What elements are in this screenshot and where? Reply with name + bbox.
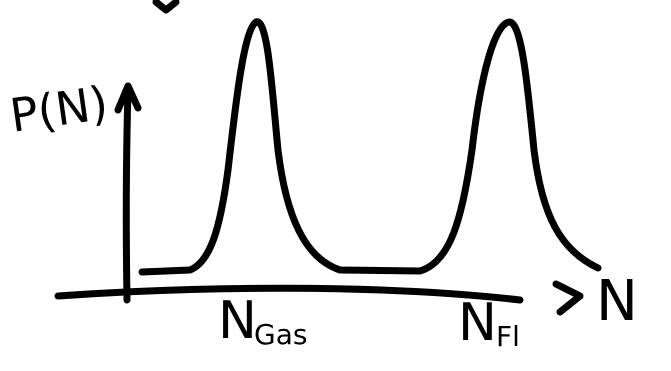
x-axis-label: N xyxy=(596,269,638,334)
stray-stroke-top xyxy=(152,0,180,14)
peak-fl-subscript: Fl xyxy=(496,320,520,353)
x-axis-line xyxy=(54,284,524,304)
peak-fl-label: N xyxy=(458,293,497,353)
peak-gas-subscript: Gas xyxy=(254,318,307,351)
distribution-curve xyxy=(138,18,602,276)
y-axis-arrowhead xyxy=(114,82,142,114)
peak-gas-label: N xyxy=(218,291,257,351)
y-axis-label: P(N) xyxy=(7,76,112,143)
y-axis-line xyxy=(122,86,132,304)
x-axis-arrowhead xyxy=(552,280,584,316)
